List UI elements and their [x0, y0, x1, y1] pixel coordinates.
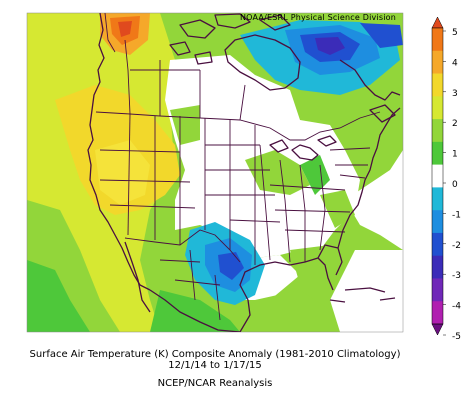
colorbar-swatch [432, 301, 443, 325]
colorbar-label: -3 [452, 271, 461, 281]
colorbar-frame [431, 27, 444, 325]
coastlines [87, 13, 401, 332]
caption-date-range: 12/1/14 to 1/17/15 [168, 360, 262, 371]
colorbar-label: -5 [452, 332, 461, 342]
colorbar-top-arrow [431, 16, 444, 29]
caption-title: Surface Air Temperature (K) Composite An… [29, 349, 401, 360]
caption-source: NCEP/NCAR Reanalysis [157, 378, 273, 389]
colorbar-swatch [432, 50, 443, 74]
colorbar-bottom-arrow [431, 323, 444, 336]
colorbar: 5 4 3 2 1 0 -1 -2 -3 -4 -5 [431, 16, 461, 342]
colorbar-swatch [432, 73, 443, 97]
colorbar-label: 3 [452, 89, 458, 99]
colorbar-label: 4 [452, 58, 458, 68]
colorbar-label: -1 [452, 210, 461, 220]
colorbar-swatch [432, 164, 443, 188]
colorbar-label: 2 [452, 119, 458, 129]
colorbar-swatch [432, 187, 443, 211]
colorbar-swatch [432, 232, 443, 256]
colorbar-swatch [432, 255, 443, 279]
colorbar-label: -2 [452, 241, 461, 251]
colorbar-label: 0 [452, 180, 458, 190]
colorbar-swatch [432, 96, 443, 120]
colorbar-swatch [432, 28, 443, 52]
colorbar-swatch [432, 141, 443, 165]
colorbar-swatch [432, 278, 443, 302]
colorbar-swatch [432, 119, 443, 143]
colorbar-swatch [432, 210, 443, 234]
anomaly-field [27, 13, 403, 332]
colorbar-label: 5 [452, 28, 458, 38]
map-frame [26, 12, 404, 333]
colorbar-label: -4 [452, 302, 461, 312]
borders [95, 13, 381, 321]
colorbar-label: 1 [452, 150, 458, 160]
credit-text: NOAA/ESRL Physical Science Division [240, 13, 397, 22]
